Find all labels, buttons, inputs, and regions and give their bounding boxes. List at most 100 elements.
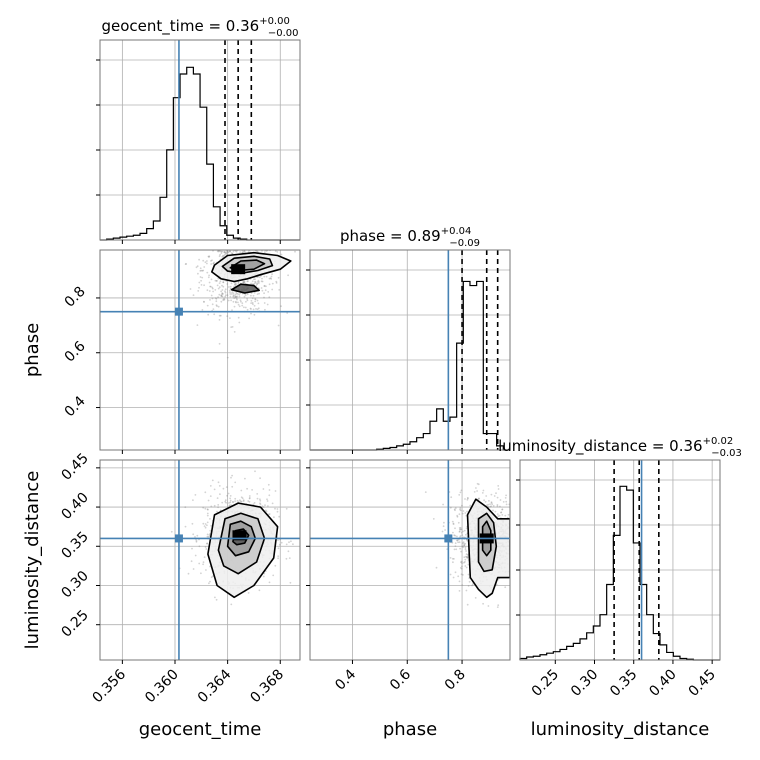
sample-point (202, 269, 205, 272)
sample-point (239, 232, 241, 234)
sample-point (222, 254, 224, 257)
sample-point (208, 534, 211, 536)
sample-point (196, 534, 199, 537)
sample-point (463, 544, 466, 547)
sample-point (253, 304, 256, 307)
sample-point (242, 248, 244, 250)
sample-point (216, 250, 219, 253)
sample-point (454, 527, 456, 530)
sample-point (256, 281, 259, 283)
sample-point (204, 546, 207, 548)
sample-point (204, 491, 207, 494)
sample-point (254, 220, 256, 222)
sample-point (221, 284, 223, 287)
sample-point (515, 551, 517, 553)
sample-point (497, 488, 500, 490)
sample-point (212, 308, 215, 310)
sample-point (250, 302, 253, 304)
sample-point (219, 493, 221, 496)
sample-point (536, 547, 538, 549)
sample-point (198, 281, 201, 284)
sample-point (497, 604, 500, 607)
sample-point (186, 246, 188, 248)
sample-point (277, 555, 280, 558)
sample-point (239, 500, 242, 503)
sample-point (209, 485, 212, 487)
sample-point (202, 561, 205, 563)
sample-point (468, 580, 471, 583)
sample-point (264, 504, 266, 507)
sample-point (205, 569, 207, 571)
sample-point (280, 305, 282, 308)
sample-point (225, 252, 228, 254)
sample-point (517, 575, 519, 577)
sample-point (194, 494, 197, 496)
sample-point (256, 250, 258, 253)
sample-point (466, 556, 468, 559)
sample-point (213, 236, 215, 238)
sample-point (201, 276, 204, 279)
sample-point (229, 245, 231, 247)
sample-point (235, 283, 238, 285)
sample-point (288, 541, 290, 544)
sample-point (214, 297, 217, 299)
sample-point (532, 543, 534, 545)
sample-point (228, 286, 230, 288)
sample-point (258, 589, 261, 592)
sample-point (288, 557, 291, 559)
sample-point (211, 479, 214, 482)
sample-point (203, 284, 206, 287)
sample-point (233, 297, 236, 299)
sample-point (465, 527, 468, 530)
x-tick-label: 0.368 (247, 667, 287, 707)
sample-point (274, 490, 277, 492)
sample-point (225, 501, 228, 504)
sample-point (261, 505, 264, 507)
sample-point (223, 254, 225, 257)
sample-point (459, 507, 462, 509)
sample-point (264, 236, 266, 238)
sample-point (216, 221, 218, 223)
sample-point (505, 500, 508, 503)
sample-point (206, 524, 208, 527)
sample-point (248, 500, 251, 503)
sample-point (275, 280, 278, 283)
sample-point (245, 235, 247, 237)
sample-point (237, 281, 240, 283)
sample-point (201, 309, 204, 311)
sample-point (211, 297, 214, 300)
sample-point (497, 515, 500, 518)
sample-point (233, 247, 235, 249)
sample-point (223, 299, 225, 301)
sample-point (270, 278, 273, 280)
sample-point (241, 243, 243, 245)
sample-point (265, 275, 268, 278)
sample-point (212, 290, 215, 293)
sample-point (229, 291, 231, 294)
sample-point (240, 496, 243, 499)
sample-point (220, 250, 223, 253)
sample-point (192, 568, 195, 570)
sample-point (230, 299, 233, 302)
sample-point (207, 313, 210, 316)
sample-point (514, 561, 516, 563)
sample-point (521, 522, 523, 524)
sample-point (457, 521, 460, 524)
sample-point (253, 502, 256, 504)
sample-point (198, 545, 201, 548)
sample-point (514, 528, 516, 530)
sample-point (263, 285, 266, 287)
sample-point (449, 506, 452, 509)
sample-point (243, 233, 245, 235)
sample-point (466, 554, 469, 556)
sample-point (218, 255, 221, 258)
sample-point (490, 502, 493, 504)
sample-point (230, 282, 233, 285)
sample-point (531, 539, 533, 541)
sample-point (225, 250, 228, 253)
sample-point (247, 280, 249, 283)
title-plus: +0.02 (703, 436, 734, 447)
sample-point (236, 295, 239, 298)
sample-point (243, 247, 245, 249)
